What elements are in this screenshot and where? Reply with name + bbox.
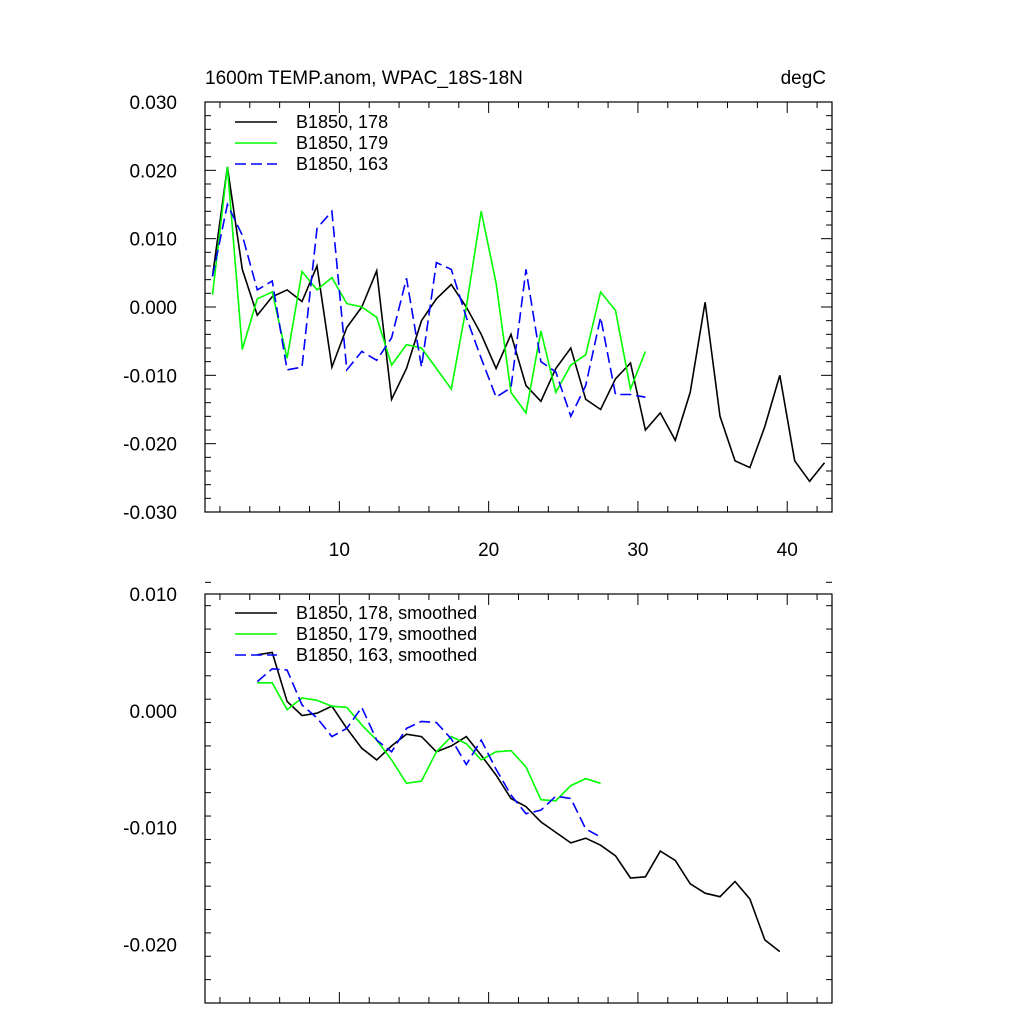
y-tick-label: 0.000 bbox=[129, 702, 177, 723]
series-line-b1850-178 bbox=[211, 166, 826, 483]
y-tick-label: -0.030 bbox=[123, 503, 177, 524]
y-tick-label: -0.020 bbox=[123, 936, 177, 957]
series-line-b1850-163 bbox=[211, 202, 646, 419]
series-line-b1850-178-smoothed bbox=[257, 651, 781, 953]
x-tick-label: 20 bbox=[478, 540, 499, 561]
top-panel-frame bbox=[204, 101, 833, 513]
top-panel-series bbox=[211, 166, 826, 483]
series-line-b1850-179-smoothed bbox=[257, 681, 601, 802]
legend-label: B1850, 178, smoothed bbox=[296, 603, 477, 623]
legend-label: B1850, 179, smoothed bbox=[296, 624, 477, 644]
top-panel: 1600m TEMP.anom, WPAC_18S-18N degC 10 20 3… bbox=[123, 68, 833, 561]
x-tick-label: 40 bbox=[777, 540, 798, 561]
series-line-b1850-179 bbox=[211, 166, 647, 415]
y-tick-label: 0.010 bbox=[129, 585, 177, 606]
chart-title: 1600m TEMP.anom, WPAC_18S-18N bbox=[205, 68, 523, 89]
x-tick-label: 30 bbox=[627, 540, 648, 561]
y-tick-label: -0.010 bbox=[123, 819, 177, 840]
top-panel-ticks: 10 20 30 40 -0.030 -0.020 -0.010 0.000 0.010 0.02… bbox=[123, 93, 832, 561]
bottom-panel: -0.020 -0.010 0.000 0.010 B1850, 178, smoot… bbox=[123, 581, 833, 1004]
legend-label: B1850, 178 bbox=[296, 112, 388, 132]
bottom-panel-frame bbox=[204, 593, 833, 1004]
y-tick-label: 0.030 bbox=[129, 93, 177, 114]
legend-label: B1850, 179 bbox=[296, 133, 388, 153]
y-tick-label: -0.020 bbox=[123, 435, 177, 456]
y-tick-label: 0.000 bbox=[129, 298, 177, 319]
y-tick-label: 0.010 bbox=[129, 230, 177, 251]
y-tick-label: -0.010 bbox=[123, 366, 177, 387]
y-tick-label: 0.020 bbox=[129, 161, 177, 182]
x-tick-label: 10 bbox=[329, 540, 350, 561]
bottom-panel-ticks: -0.020 -0.010 0.000 0.010 bbox=[123, 581, 832, 1004]
legend-label: B1850, 163, smoothed bbox=[296, 645, 477, 665]
series-line-b1850-163-smoothed bbox=[256, 667, 601, 838]
bottom-panel-series bbox=[256, 651, 781, 953]
legend-label: B1850, 163 bbox=[296, 154, 388, 174]
units-label: degC bbox=[781, 68, 826, 89]
